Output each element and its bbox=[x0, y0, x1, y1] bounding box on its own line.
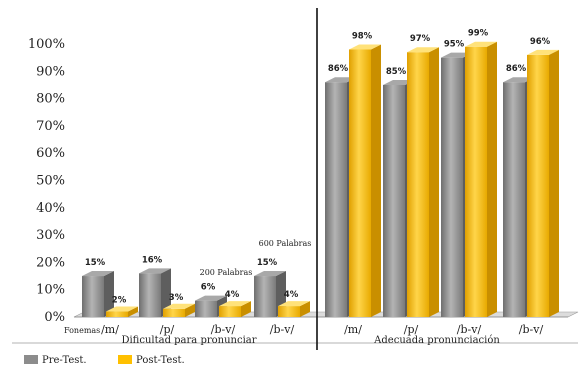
group-label: Adecuada pronunciación bbox=[373, 335, 500, 346]
bar-post-test bbox=[407, 47, 439, 317]
legend-label: Pre-Test. bbox=[42, 355, 87, 366]
bar-top bbox=[407, 47, 439, 53]
bar-top bbox=[139, 268, 171, 274]
bar-face bbox=[349, 49, 371, 318]
bar-side bbox=[185, 303, 195, 317]
bar-face bbox=[82, 276, 104, 317]
data-label: 97% bbox=[410, 34, 431, 44]
bar-face bbox=[407, 52, 429, 317]
annotation-600-palabras: 600 Palabras bbox=[259, 239, 312, 248]
data-label: 96% bbox=[530, 37, 551, 47]
bar-face bbox=[195, 300, 217, 317]
bar-post-test bbox=[349, 44, 381, 318]
bar-face bbox=[325, 82, 347, 317]
bar-face bbox=[139, 273, 161, 317]
bar-post-test bbox=[163, 303, 195, 317]
bar-face bbox=[465, 46, 487, 317]
bar-face bbox=[383, 84, 405, 317]
bar-face bbox=[441, 57, 463, 318]
bar-pre-test bbox=[254, 271, 286, 317]
y-tick-label: 20% bbox=[36, 255, 65, 270]
y-tick-label: 60% bbox=[36, 146, 65, 161]
data-label: 15% bbox=[85, 258, 106, 268]
legend-swatch bbox=[24, 355, 38, 364]
bar-side bbox=[371, 44, 381, 318]
bar-top bbox=[219, 301, 251, 307]
bar-face bbox=[254, 276, 276, 317]
bar-side bbox=[161, 268, 171, 317]
category-label: /b-v/ bbox=[211, 323, 236, 336]
bar-face bbox=[527, 54, 549, 318]
bar-top bbox=[163, 303, 195, 309]
data-label: 15% bbox=[257, 258, 278, 268]
data-label: 86% bbox=[328, 64, 349, 74]
bar-side bbox=[429, 47, 439, 317]
category-label: /p/ bbox=[160, 323, 175, 336]
legend-label: Post-Test. bbox=[136, 355, 185, 366]
bar-post-test bbox=[465, 41, 497, 317]
y-tick-label: 100% bbox=[28, 37, 65, 52]
bar-side bbox=[128, 306, 138, 317]
category-label: /m/ bbox=[344, 323, 362, 336]
bar-top bbox=[82, 271, 114, 277]
bar-post-test bbox=[219, 301, 251, 317]
data-label: 2% bbox=[112, 296, 127, 306]
bar-side bbox=[549, 49, 559, 318]
data-label: 4% bbox=[284, 290, 299, 300]
bar-side bbox=[487, 41, 497, 317]
bar-side bbox=[241, 301, 251, 317]
legend-swatch bbox=[118, 355, 132, 364]
data-label: 6% bbox=[201, 283, 216, 293]
bar-face bbox=[503, 82, 525, 317]
bar-pre-test bbox=[139, 268, 171, 317]
bar-face bbox=[163, 308, 185, 317]
bar-top bbox=[349, 44, 381, 50]
bar-post-test bbox=[278, 301, 310, 317]
bar-pre-test bbox=[82, 271, 114, 317]
bar-top bbox=[106, 306, 138, 312]
y-tick-label: 30% bbox=[36, 228, 65, 243]
data-label: 85% bbox=[386, 67, 407, 77]
data-label: 99% bbox=[468, 29, 489, 39]
group-label: Dificultad para pronunciar bbox=[121, 335, 256, 346]
y-tick-label: 90% bbox=[36, 64, 65, 79]
data-label: 3% bbox=[169, 293, 184, 303]
category-label: /b-v/ bbox=[457, 323, 482, 336]
bar-face bbox=[278, 306, 300, 317]
annotation-fonemas: Fonemas bbox=[64, 326, 100, 335]
data-label: 16% bbox=[142, 255, 163, 265]
bar-side bbox=[300, 301, 310, 317]
data-label: 4% bbox=[225, 290, 240, 300]
bar-face bbox=[219, 306, 241, 317]
data-label: 86% bbox=[506, 64, 527, 74]
y-tick-label: 0% bbox=[44, 310, 65, 325]
bar-top bbox=[465, 41, 497, 47]
bar-post-test bbox=[527, 49, 559, 318]
y-tick-label: 70% bbox=[36, 119, 65, 134]
category-label: /b-v/ bbox=[270, 323, 295, 336]
data-label: 98% bbox=[352, 31, 373, 41]
bar-post-test bbox=[106, 306, 138, 317]
annotation-200-palabras: 200 Palabras bbox=[200, 268, 253, 277]
bar-top bbox=[254, 271, 286, 277]
bar-top bbox=[195, 295, 227, 301]
data-label: 95% bbox=[444, 40, 465, 50]
y-tick-label: 40% bbox=[36, 201, 65, 216]
y-tick-label: 50% bbox=[36, 174, 65, 189]
bar-top bbox=[527, 49, 559, 55]
category-label: /b-v/ bbox=[519, 323, 544, 336]
bar-top bbox=[278, 301, 310, 307]
y-tick-label: 10% bbox=[36, 283, 65, 298]
bar-side bbox=[104, 271, 114, 317]
category-label: /m/ bbox=[101, 323, 119, 336]
y-tick-label: 80% bbox=[36, 92, 65, 107]
category-label: /p/ bbox=[404, 323, 419, 336]
bar-face bbox=[106, 311, 128, 317]
